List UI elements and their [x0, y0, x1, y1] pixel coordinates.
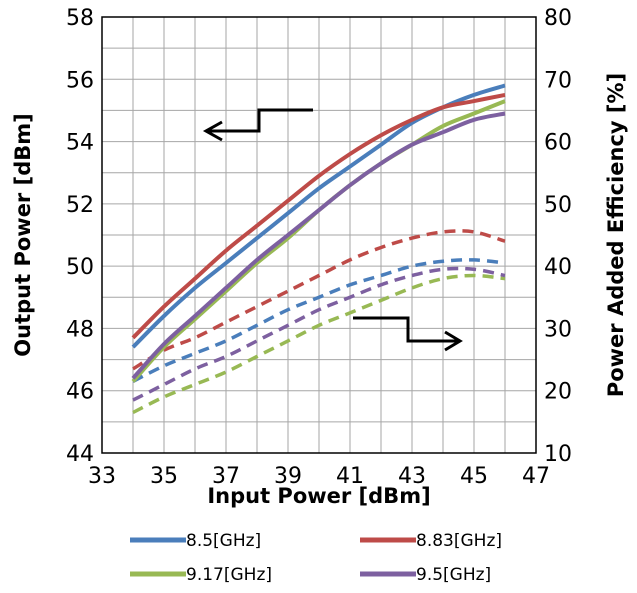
- pae-line-8-5-ghz: [132, 258, 506, 383]
- grid-lines: [101, 16, 537, 454]
- x-tick-label: 45: [460, 464, 488, 489]
- y-axis-ticks: 44 46 48 50 52 54 56 58: [66, 6, 94, 467]
- y-tick-label: 48: [66, 317, 94, 342]
- y-tick-label: 50: [66, 255, 94, 280]
- y2-tick-label: 50: [544, 193, 572, 218]
- x-tick-label: 35: [150, 464, 178, 489]
- y2-tick-label: 30: [544, 317, 572, 342]
- y2-tick-label: 20: [544, 380, 572, 405]
- legend-label-9-17-ghz: 9.17[GHz]: [186, 565, 272, 585]
- x-tick-label: 39: [274, 464, 302, 489]
- y2-tick-label: 80: [544, 6, 572, 31]
- y2-tick-label: 70: [544, 68, 572, 93]
- x-tick-label: 37: [212, 464, 240, 489]
- y-tick-label: 56: [66, 68, 94, 93]
- x-tick-label: 41: [336, 464, 364, 489]
- x-axis-title: Input Power [dBm]: [207, 484, 430, 508]
- y2-tick-label: 60: [544, 131, 572, 156]
- y-tick-label: 46: [66, 380, 94, 405]
- y2-tick-label: 40: [544, 255, 572, 280]
- x-tick-label: 43: [398, 464, 426, 489]
- x-axis-ticks: 33 35 37 39 41 43 45 47: [88, 464, 550, 489]
- x-tick-label: 47: [522, 464, 550, 489]
- pae-line-9-5-ghz: [132, 266, 506, 402]
- pae-line-8-83-ghz: [132, 229, 506, 371]
- y-tick-label: 54: [66, 131, 94, 156]
- plot-frame: [101, 16, 537, 454]
- x-tick-label: 33: [88, 464, 116, 489]
- legend: 8.5[GHz] 8.83[GHz] 9.17[GHz] 9.5[GHz]: [130, 531, 502, 585]
- y-axis-title: Output Power [dBm]: [11, 113, 35, 356]
- arrow-right-icon: [353, 316, 463, 352]
- legend-label-9-5-ghz: 9.5[GHz]: [416, 565, 491, 585]
- pae-line-9-17-ghz: [132, 273, 506, 415]
- series-lines: [131, 83, 506, 415]
- y2-axis-ticks: 10 20 30 40 50 60 70 80: [544, 6, 572, 467]
- legend-label-8-83-ghz: 8.83[GHz]: [416, 531, 502, 551]
- y-tick-label: 52: [66, 193, 94, 218]
- y2-tick-label: 10: [544, 442, 572, 467]
- output-power-line-9-5-ghz: [131, 111, 506, 380]
- y-tick-label: 58: [66, 6, 94, 31]
- y-tick-label: 44: [66, 442, 94, 467]
- output-power-line-8-83-ghz: [131, 92, 506, 340]
- y2-axis-title: Power Added Efficiency [%]: [604, 73, 628, 397]
- arrow-left-icon: [202, 108, 313, 142]
- legend-label-8-5-ghz: 8.5[GHz]: [186, 531, 261, 551]
